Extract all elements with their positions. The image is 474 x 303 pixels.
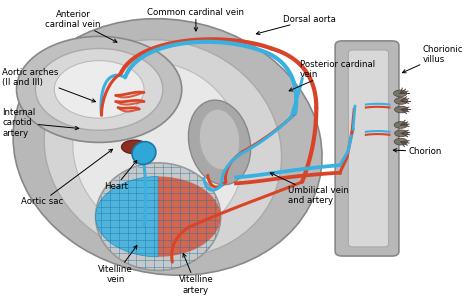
Text: Vitelline
vein: Vitelline vein [98,245,137,284]
Text: Umbilical vein
and artery: Umbilical vein and artery [270,173,349,205]
Circle shape [17,36,182,142]
Text: Chorion: Chorion [393,147,442,156]
Text: Aortic arches
(II and III): Aortic arches (II and III) [2,68,96,102]
Ellipse shape [13,19,322,275]
FancyBboxPatch shape [348,50,389,247]
Wedge shape [158,176,221,257]
Circle shape [55,61,144,118]
FancyBboxPatch shape [335,41,399,256]
Wedge shape [96,176,158,257]
Ellipse shape [395,130,408,137]
Ellipse shape [394,122,408,128]
Ellipse shape [394,98,408,104]
Text: Dorsal aorta: Dorsal aorta [256,15,336,35]
Ellipse shape [121,140,147,154]
Text: Internal
carotid
artery: Internal carotid artery [2,108,79,138]
Ellipse shape [96,163,221,271]
Ellipse shape [73,62,244,238]
Circle shape [36,48,163,130]
Text: Posterior cardinal
vein: Posterior cardinal vein [289,60,375,91]
Ellipse shape [393,90,407,97]
Text: Anterior
cardinal vein: Anterior cardinal vein [46,10,117,42]
Ellipse shape [394,138,408,145]
Ellipse shape [188,100,251,185]
Text: Vitelline
artery: Vitelline artery [179,254,213,295]
Text: Aortic sac: Aortic sac [21,149,112,206]
Ellipse shape [132,142,156,164]
Text: Chorionic
villus: Chorionic villus [402,45,463,73]
Ellipse shape [44,40,282,257]
Text: Common cardinal vein: Common cardinal vein [147,8,245,31]
Ellipse shape [394,106,408,113]
Text: Heart: Heart [104,161,137,191]
Ellipse shape [200,109,240,170]
